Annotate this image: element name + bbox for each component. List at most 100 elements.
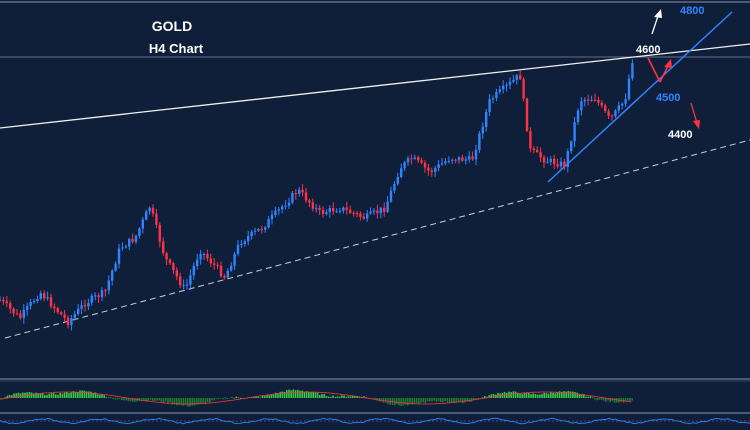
oscillator-bar xyxy=(204,398,207,404)
oscillator-bar xyxy=(72,391,75,398)
candle xyxy=(566,151,569,167)
oscillator-bar xyxy=(365,397,367,398)
candle xyxy=(403,162,406,169)
oscillator-bar xyxy=(112,398,114,399)
oscillator-bar xyxy=(321,394,323,398)
level-4600-label: 4600 xyxy=(636,44,660,56)
oscillator-bar xyxy=(330,396,332,398)
candle xyxy=(542,157,546,163)
oscillator-bar xyxy=(519,393,521,398)
candle xyxy=(617,105,620,111)
oscillator-bar xyxy=(217,398,220,400)
oscillator-bar xyxy=(363,396,365,398)
oscillator-bar xyxy=(17,392,20,398)
oscillator-bar xyxy=(558,391,561,398)
oscillator-bar xyxy=(184,398,187,405)
candle xyxy=(413,157,416,159)
oscillator-bar xyxy=(266,395,268,398)
oscillator-bar xyxy=(490,394,493,398)
oscillator-bar xyxy=(310,392,312,398)
candle xyxy=(502,86,505,90)
oscillator-bar xyxy=(209,398,211,403)
oscillator-bar xyxy=(288,389,290,398)
oscillator-bar xyxy=(4,397,6,398)
candle xyxy=(512,80,515,82)
candle xyxy=(369,211,372,214)
oscillator-bar xyxy=(444,398,446,401)
oscillator-bar xyxy=(323,394,325,398)
oscillator-bar xyxy=(433,398,435,401)
oscillator-bar xyxy=(497,392,499,398)
oscillator-bar xyxy=(85,391,88,398)
candle xyxy=(162,241,165,254)
candle xyxy=(202,253,206,255)
oscillator-bar xyxy=(35,392,37,398)
candle xyxy=(546,161,549,163)
oscillator-bar xyxy=(129,398,132,402)
candle xyxy=(495,92,498,99)
oscillator-bar xyxy=(74,392,77,398)
oscillator-bar xyxy=(255,396,257,398)
candle xyxy=(253,230,257,232)
oscillator-bar xyxy=(587,396,589,398)
oscillator-bar xyxy=(426,398,429,402)
oscillator-bar xyxy=(66,391,68,398)
oscillator-bar xyxy=(63,392,66,398)
oscillator-bar xyxy=(268,395,270,398)
level-4500-label: 4500 xyxy=(656,92,680,104)
candle xyxy=(2,299,5,302)
candle xyxy=(304,192,308,201)
candle xyxy=(434,168,437,172)
candle xyxy=(423,162,427,168)
chart-subtitle: H4 Chart xyxy=(149,41,204,56)
candle xyxy=(393,183,396,191)
oscillator-bar xyxy=(624,398,627,402)
oscillator-bar xyxy=(442,398,444,403)
oscillator-bar xyxy=(578,394,581,398)
candle xyxy=(104,290,107,292)
oscillator-bar xyxy=(400,398,402,406)
candle xyxy=(100,290,104,298)
oscillator-bar xyxy=(583,394,585,398)
candle xyxy=(461,157,464,161)
candle xyxy=(481,126,484,134)
oscillator-bar xyxy=(231,397,233,398)
oscillator-bar xyxy=(220,398,222,399)
oscillator-bar xyxy=(261,395,264,398)
candle xyxy=(610,115,614,117)
oscillator-bar xyxy=(620,398,622,402)
candle xyxy=(597,100,600,103)
candle xyxy=(233,253,236,266)
candle xyxy=(335,211,338,213)
oscillator-bar xyxy=(613,398,616,403)
candle xyxy=(216,264,219,266)
candle xyxy=(155,213,158,225)
candle xyxy=(315,207,318,209)
candle xyxy=(372,210,376,212)
candle xyxy=(12,308,15,314)
candle xyxy=(468,156,471,160)
oscillator-bar xyxy=(510,392,512,398)
candle xyxy=(53,306,56,309)
projection-arrows xyxy=(647,9,700,129)
oscillator-bar xyxy=(561,391,563,398)
candle xyxy=(355,213,359,215)
oscillator-bar xyxy=(475,398,477,400)
oscillator-bar xyxy=(198,398,200,405)
oscillator-bar xyxy=(202,398,204,404)
oscillator-bar xyxy=(354,395,356,398)
oscillator-bar xyxy=(237,397,240,398)
oscillator-bar xyxy=(290,390,292,398)
candle xyxy=(145,211,148,220)
oscillator-bar xyxy=(462,398,464,404)
candle xyxy=(325,212,328,214)
candle xyxy=(274,210,277,215)
candle xyxy=(474,149,478,160)
candle xyxy=(209,258,212,264)
candle xyxy=(406,158,410,163)
candle xyxy=(318,207,321,210)
oscillator-bar xyxy=(123,398,125,401)
candle xyxy=(464,159,467,161)
candle xyxy=(590,99,593,101)
